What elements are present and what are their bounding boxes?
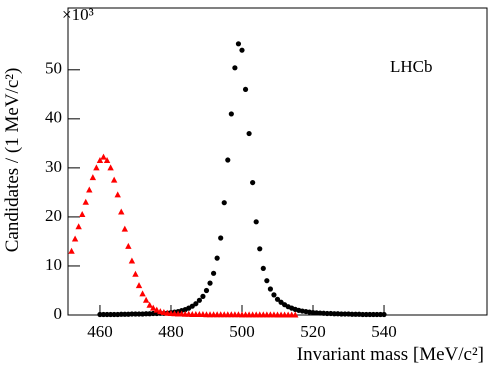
triangle-point [93,164,100,171]
triangle-point [153,306,160,313]
triangle-point [89,174,97,181]
triangle-point [146,301,153,308]
triangle-point [128,257,136,264]
annotation: LHCb [390,57,433,76]
y-tick-label: 40 [45,108,62,127]
x-tick-label: 500 [229,322,255,341]
circle-point [196,297,202,303]
y-tick-label: 20 [45,206,62,225]
circle-point [210,270,217,276]
triangle-point [292,311,299,318]
triangle-point [107,164,114,171]
triangle-point [125,242,132,249]
x-tick-label: 540 [371,322,397,341]
triangle-point [103,157,111,164]
y-tick-label: 50 [45,59,62,78]
triangle-point [75,223,82,230]
triangle-point [68,247,75,254]
triangle-point [86,186,93,193]
circle-point [225,157,231,163]
triangle-point [132,270,139,277]
triangle-point [79,210,86,217]
circle-point [207,280,213,286]
x-tick-label: 480 [158,322,184,341]
triangle-point [110,176,118,183]
circle-point [264,278,270,284]
circle-point [250,179,256,186]
triangle-point [100,153,107,160]
circle-point [257,246,263,252]
triangle-point [157,308,164,315]
circle-point [228,111,234,117]
circle-point [193,301,199,307]
y-tick-label: 0 [54,304,63,323]
circle-point [218,235,224,241]
triangle-point [114,191,121,198]
circle-point [267,286,273,292]
circle-point [232,65,238,71]
triangle-point [118,208,125,215]
y-multiplier: ×10³ [62,5,94,24]
plot-frame [67,7,488,316]
circle-point [271,292,277,298]
circle-point [242,86,249,93]
circle-point [253,219,259,225]
circle-point [203,287,210,294]
triangle-point [71,235,79,242]
triangle-point [142,296,150,303]
triangle-point [139,290,146,297]
x-tick-label: 460 [87,322,113,341]
triangle-point [135,282,143,289]
y-tick-label: 10 [45,255,62,274]
circle-point [200,293,206,299]
circle-point [381,311,387,318]
x-tick-label: 520 [300,322,326,341]
circle-point [260,265,266,272]
y-axis-label: Candidates / (1 MeV/c²) [2,68,23,253]
y-tick-label: 30 [45,157,62,176]
circle-point [246,130,252,137]
circle-point [274,296,281,302]
triangle-point [121,225,129,232]
circle-point [239,47,245,53]
circle-point [221,200,227,206]
triangle-point [96,157,104,164]
triangle-point [82,198,89,205]
x-axis-label: Invariant mass [MeV/c²] [297,344,484,365]
circle-point [214,255,220,261]
triangle-point [150,304,157,311]
circle-point [235,41,242,47]
